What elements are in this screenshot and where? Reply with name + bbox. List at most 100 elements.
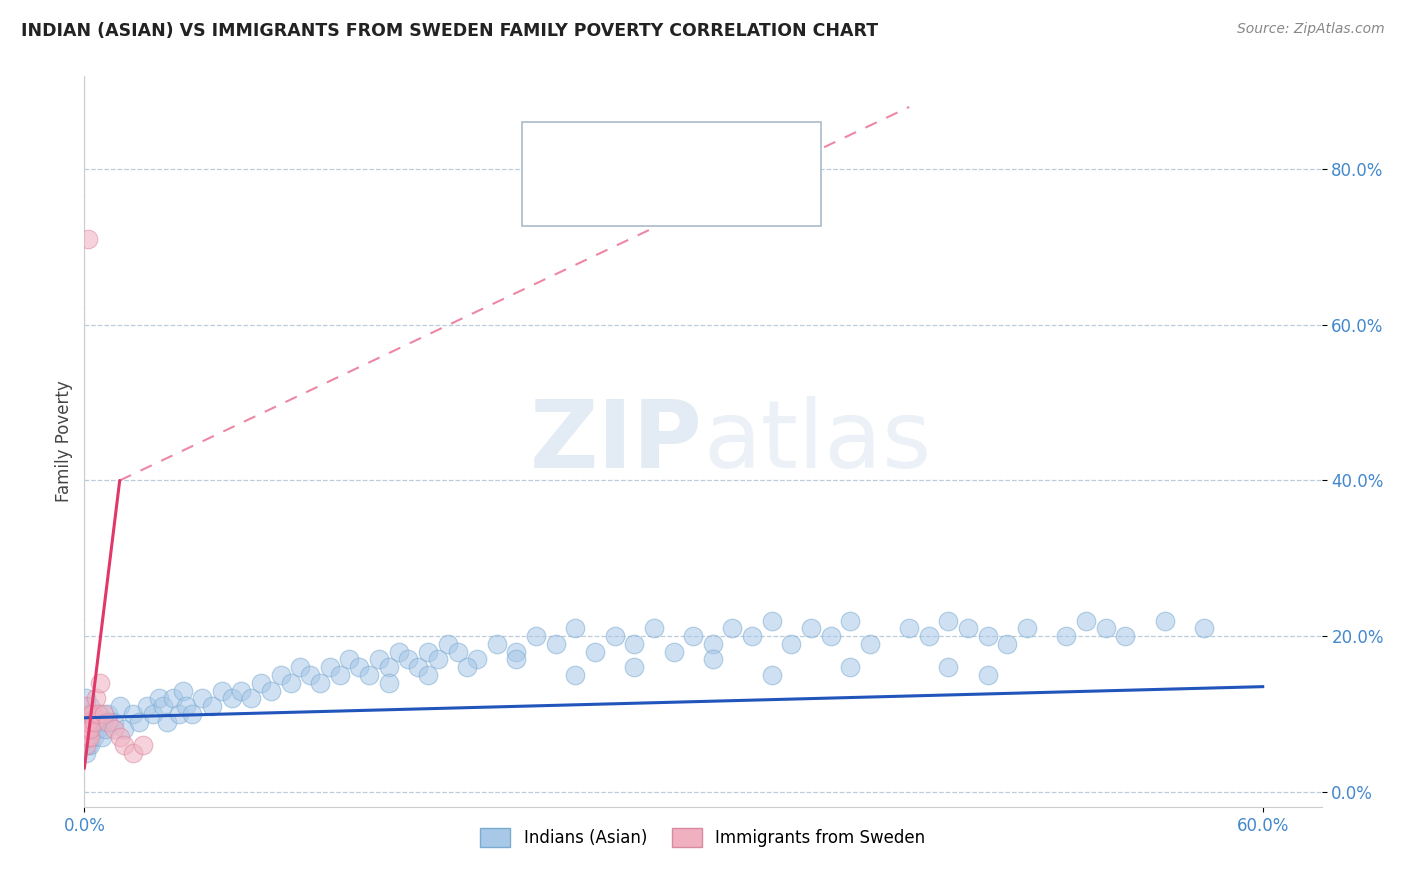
Point <box>280 675 302 690</box>
Text: ZIP: ZIP <box>530 395 703 488</box>
Point <box>603 629 626 643</box>
Point <box>83 730 105 744</box>
Point <box>77 730 100 744</box>
Point <box>349 660 371 674</box>
Point <box>583 645 606 659</box>
Point <box>181 706 204 721</box>
Point <box>938 660 960 674</box>
Point <box>122 706 145 721</box>
Point <box>1094 621 1116 635</box>
FancyBboxPatch shape <box>531 179 574 219</box>
Point <box>79 706 101 721</box>
Point <box>75 691 97 706</box>
Point <box>329 668 352 682</box>
Point <box>89 675 111 690</box>
Point <box>87 723 110 737</box>
Point <box>132 738 155 752</box>
Point <box>82 706 104 721</box>
Point <box>309 675 332 690</box>
Point <box>1192 621 1215 635</box>
Point <box>378 675 401 690</box>
Point <box>319 660 342 674</box>
Point <box>77 714 100 729</box>
Y-axis label: Family Poverty: Family Poverty <box>55 381 73 502</box>
Text: 108: 108 <box>769 139 807 158</box>
Point <box>77 714 100 729</box>
Point <box>938 614 960 628</box>
Point <box>416 668 439 682</box>
Point <box>172 683 194 698</box>
Point <box>91 730 114 744</box>
Point <box>339 652 361 666</box>
Point <box>505 645 527 659</box>
Point <box>112 723 135 737</box>
FancyBboxPatch shape <box>531 128 574 169</box>
Point <box>1114 629 1136 643</box>
Point <box>564 621 586 635</box>
Point <box>800 621 823 635</box>
Point <box>211 683 233 698</box>
Point <box>643 621 665 635</box>
Point <box>997 637 1019 651</box>
Point <box>456 660 478 674</box>
Point <box>89 706 111 721</box>
Point <box>231 683 253 698</box>
Legend: Indians (Asian), Immigrants from Sweden: Indians (Asian), Immigrants from Sweden <box>474 822 932 854</box>
Point <box>152 699 174 714</box>
Point <box>396 652 419 666</box>
Point <box>544 637 567 651</box>
Point <box>79 723 101 737</box>
Point <box>623 637 645 651</box>
Point <box>436 637 458 651</box>
Point <box>662 645 685 659</box>
Point <box>75 706 97 721</box>
Point <box>82 723 104 737</box>
Point <box>270 668 292 682</box>
Point <box>79 730 101 744</box>
Text: 0.721: 0.721 <box>647 191 704 209</box>
Point <box>79 738 101 752</box>
Point <box>77 730 100 744</box>
Point <box>446 645 468 659</box>
Point <box>898 621 921 635</box>
Point <box>1054 629 1077 643</box>
Point <box>839 614 862 628</box>
Point <box>103 723 125 737</box>
Text: 0.324: 0.324 <box>647 139 704 158</box>
Point <box>761 614 783 628</box>
Point <box>1015 621 1038 635</box>
FancyBboxPatch shape <box>522 122 821 227</box>
Point <box>721 621 744 635</box>
Point <box>87 706 110 721</box>
Point <box>524 629 547 643</box>
Point <box>75 723 97 737</box>
Point <box>83 714 105 729</box>
Point <box>957 621 980 635</box>
Point <box>176 699 198 714</box>
Point <box>77 738 100 752</box>
Point <box>780 637 803 651</box>
Point <box>820 629 842 643</box>
Point <box>387 645 409 659</box>
Point <box>97 706 120 721</box>
Text: INDIAN (ASIAN) VS IMMIGRANTS FROM SWEDEN FAMILY POVERTY CORRELATION CHART: INDIAN (ASIAN) VS IMMIGRANTS FROM SWEDEN… <box>21 22 879 40</box>
Text: 22: 22 <box>769 191 794 209</box>
Point <box>221 691 243 706</box>
Point <box>77 723 100 737</box>
Point <box>1074 614 1097 628</box>
Text: R =: R = <box>589 139 623 158</box>
Point <box>416 645 439 659</box>
Point <box>79 714 101 729</box>
Point <box>156 714 179 729</box>
Point <box>1153 614 1175 628</box>
Point <box>505 652 527 666</box>
Point <box>839 660 862 674</box>
Point <box>97 714 120 729</box>
Point <box>406 660 429 674</box>
Point <box>250 675 273 690</box>
Point <box>290 660 312 674</box>
Point <box>128 714 150 729</box>
Point <box>702 652 724 666</box>
Point <box>977 668 1000 682</box>
Point <box>465 652 488 666</box>
